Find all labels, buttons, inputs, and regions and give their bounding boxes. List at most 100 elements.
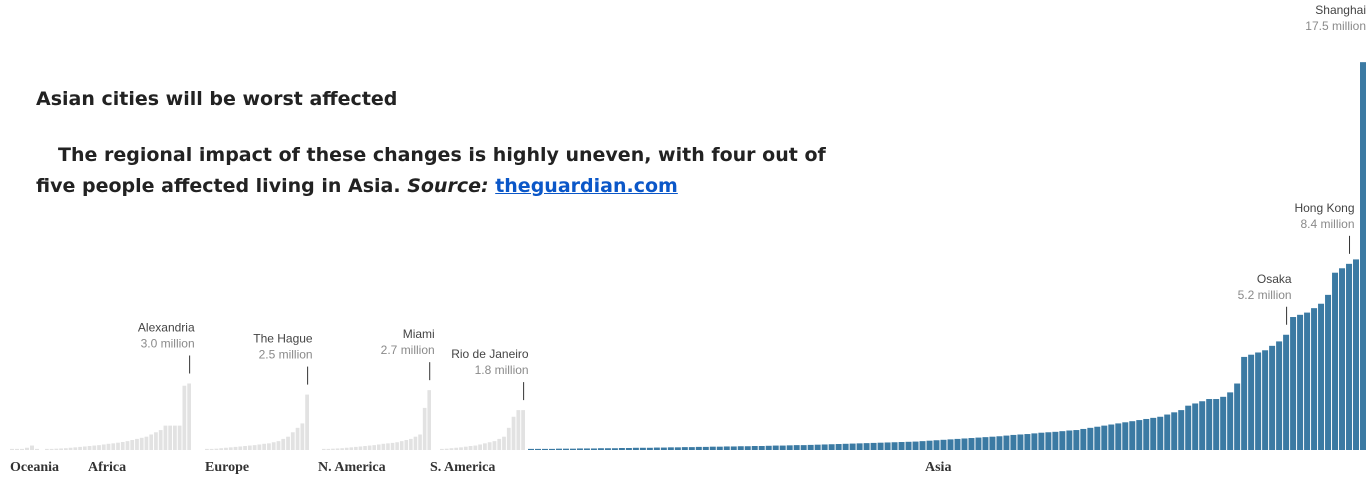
- bar: [344, 447, 349, 450]
- callout-name: Miami: [403, 327, 435, 341]
- bar: [954, 438, 961, 450]
- bar: [154, 432, 158, 450]
- bar: [97, 445, 101, 450]
- bar: [354, 446, 358, 450]
- bar: [1038, 432, 1045, 450]
- bar: [856, 443, 863, 450]
- bar: [130, 440, 135, 450]
- bar: [111, 443, 116, 450]
- bar: [478, 444, 482, 450]
- bar: [331, 448, 335, 450]
- bar: [187, 383, 191, 450]
- bar: [1017, 434, 1024, 450]
- bar: [1213, 399, 1220, 450]
- bar: [534, 448, 541, 450]
- bar: [267, 443, 271, 450]
- region-label: Oceania: [10, 460, 59, 475]
- bar: [1269, 345, 1276, 450]
- bar: [1206, 399, 1213, 450]
- bar: [1108, 424, 1115, 450]
- bar: [1080, 428, 1087, 450]
- region-label: N. America: [318, 460, 386, 475]
- bar: [625, 448, 632, 450]
- callout-name: Osaka: [1257, 272, 1292, 286]
- bar: [884, 442, 891, 450]
- bar: [363, 446, 367, 450]
- heading: Asian cities will be worst affected: [36, 88, 398, 110]
- bar: [1073, 430, 1080, 450]
- callout-value: 2.5 million: [259, 348, 313, 362]
- bar: [807, 444, 814, 450]
- bar: [1199, 401, 1206, 450]
- bar: [835, 444, 842, 450]
- bar: [492, 441, 497, 450]
- bar: [409, 438, 413, 450]
- bar: [497, 438, 502, 450]
- bar: [120, 442, 125, 450]
- bar: [926, 440, 933, 450]
- bar: [758, 446, 765, 450]
- bar: [390, 442, 395, 450]
- bar: [1150, 417, 1157, 450]
- bar: [73, 447, 78, 450]
- bar: [281, 438, 286, 450]
- bar: [54, 448, 59, 450]
- bar: [209, 448, 214, 450]
- bar: [473, 445, 478, 450]
- region-label: Europe: [205, 460, 249, 475]
- region-label: Africa: [88, 460, 126, 475]
- bar: [1010, 434, 1017, 450]
- bar: [933, 440, 940, 450]
- source-label: Source:: [407, 175, 489, 197]
- callout-value: 2.7 million: [381, 343, 435, 357]
- bar: [639, 447, 646, 450]
- bar: [168, 425, 173, 450]
- bar: [1143, 418, 1150, 450]
- bar: [989, 436, 996, 450]
- bar: [82, 446, 87, 450]
- bar: [1052, 431, 1059, 450]
- bar: [1157, 416, 1164, 450]
- bar: [1003, 435, 1010, 450]
- bar: [919, 441, 926, 450]
- source-link[interactable]: theguardian.com: [495, 175, 678, 197]
- bar: [709, 446, 716, 450]
- bar: [1178, 410, 1185, 450]
- bar: [1297, 314, 1304, 450]
- bar: [1094, 426, 1101, 450]
- bar: [660, 447, 667, 450]
- bar: [257, 444, 262, 450]
- paragraph-text: The regional impact of these changes is …: [36, 144, 826, 197]
- bar: [744, 446, 751, 450]
- bar: [214, 448, 219, 450]
- bar: [730, 446, 737, 450]
- bar: [1129, 421, 1136, 450]
- bar: [528, 448, 534, 450]
- bar: [583, 448, 590, 450]
- bar: [604, 448, 611, 450]
- bar: [716, 446, 723, 450]
- bar: [821, 444, 828, 450]
- bar: [611, 448, 618, 450]
- bar: [10, 448, 14, 450]
- bar: [1045, 432, 1052, 450]
- callout-name: Alexandria: [138, 321, 195, 335]
- callout-value: 8.4 million: [1300, 217, 1354, 231]
- bar: [177, 425, 182, 450]
- bar: [1241, 356, 1248, 450]
- bar: [772, 445, 779, 450]
- bar: [681, 447, 688, 450]
- bar: [399, 441, 404, 450]
- bar: [1164, 414, 1171, 450]
- bar: [576, 448, 583, 450]
- bar: [158, 430, 163, 450]
- bar: [695, 446, 702, 450]
- bar: [947, 439, 954, 450]
- bar: [144, 436, 149, 450]
- bar: [349, 447, 354, 450]
- bar: [1276, 341, 1283, 450]
- bar: [163, 425, 168, 450]
- bar: [516, 410, 521, 450]
- bar: [106, 443, 111, 450]
- bar: [982, 437, 989, 450]
